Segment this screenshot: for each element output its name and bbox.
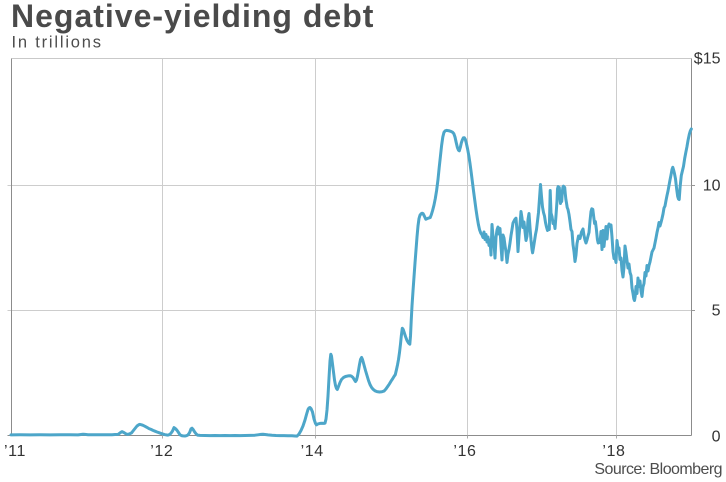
svg-text:’16: ’16 [453,443,476,460]
svg-text:$15: $15 [694,50,721,67]
svg-text:Negative-yielding debt: Negative-yielding debt [11,0,374,34]
svg-text:’14: ’14 [301,443,324,460]
svg-text:’12: ’12 [150,443,173,460]
svg-text:’18: ’18 [602,443,625,460]
svg-text:In trillions: In trillions [12,34,103,52]
svg-text:Source: Bloomberg: Source: Bloomberg [594,461,722,478]
svg-text:10: 10 [703,178,721,195]
svg-text:’11: ’11 [4,443,26,460]
svg-text:0: 0 [712,428,721,445]
svg-text:5: 5 [712,303,721,320]
